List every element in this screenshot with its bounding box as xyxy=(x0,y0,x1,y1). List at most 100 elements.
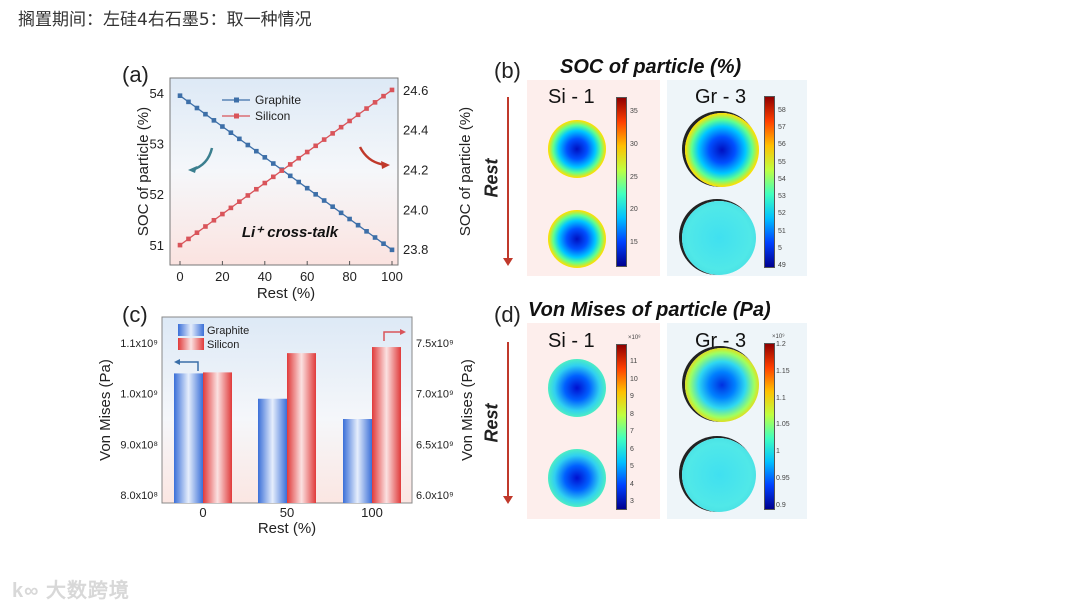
si-soc-colorbar-ticks: 35 30 25 20 15 xyxy=(630,108,638,246)
data-point xyxy=(304,149,310,155)
gr-stress-exponent: ×10⁹ xyxy=(772,334,785,340)
data-point xyxy=(254,148,259,154)
data-point xyxy=(220,124,225,129)
slide-heading: 搁置期间：左硅4右石墨5：取一种情况 xyxy=(18,10,312,30)
rest-label: Rest xyxy=(481,403,502,443)
bar-graphite xyxy=(258,398,287,503)
data-point xyxy=(177,93,183,98)
data-point xyxy=(270,161,276,166)
x-tick-label: 0 xyxy=(199,505,206,520)
tick: 15 xyxy=(630,239,638,246)
y2-tick-label: 7.5x10⁹ xyxy=(416,338,454,350)
data-point xyxy=(330,204,335,209)
gr-stress-particle-after xyxy=(682,438,756,512)
y-tick-label: 1.1x10⁹ xyxy=(120,338,158,350)
watermark-logo: k∞ 大数跨境 xyxy=(12,580,130,602)
x-axis-title: Rest (%) xyxy=(258,520,316,537)
x-tick-label: 0 xyxy=(176,269,183,284)
tick: 51 xyxy=(778,227,786,235)
gr-stress-colorbar xyxy=(764,343,775,510)
si-particle-after xyxy=(548,210,606,268)
data-point xyxy=(296,179,302,185)
data-point xyxy=(381,93,386,99)
data-point xyxy=(211,217,217,223)
tick: 0.9 xyxy=(776,501,786,509)
data-point xyxy=(296,155,302,161)
data-point xyxy=(194,230,200,235)
rest-arrow-icon xyxy=(503,342,513,504)
rest-arrow-icon xyxy=(503,97,513,266)
bar-silicon xyxy=(203,372,232,503)
data-point xyxy=(364,229,369,234)
data-point xyxy=(228,130,234,135)
tick: 54 xyxy=(778,175,786,183)
gr-label: Gr - 3 xyxy=(695,86,747,108)
tick: 1.2 xyxy=(776,341,786,348)
y-tick-label: 54 xyxy=(150,86,164,101)
y2-tick-label: 24.0 xyxy=(403,202,428,217)
data-point xyxy=(245,193,251,198)
legend-swatch xyxy=(178,324,204,336)
rest-label: Rest xyxy=(481,158,502,198)
data-point xyxy=(355,222,361,228)
y2-tick-label: 24.2 xyxy=(403,163,428,178)
soc-line-chart: 0 20 40 60 80 100 51 52 53 54 23.8 24.0 24.2 24.4 24.6… xyxy=(135,77,474,302)
data-point xyxy=(203,111,208,117)
x-axis-title: Rest (%) xyxy=(257,285,315,302)
von-mises-bar-chart: 8.0x10⁸ 9.0x10⁸ 1.0x10⁹ 1.1x10⁹ 6.0x10⁹ 6.5x1… xyxy=(97,316,476,537)
bar-silicon xyxy=(372,347,401,503)
tick: 5 xyxy=(630,463,634,470)
y-tick-label: 52 xyxy=(150,187,164,202)
tick: 20 xyxy=(630,206,638,214)
tick: 1.1 xyxy=(776,394,786,402)
data-point xyxy=(338,124,344,130)
si-particle-before xyxy=(548,120,606,178)
y2-tick-label: 7.0x10⁹ xyxy=(416,389,454,401)
gr-soc-colorbar xyxy=(764,96,775,268)
bar-graphite xyxy=(174,373,203,503)
data-point xyxy=(355,112,361,118)
arrowhead xyxy=(174,359,180,365)
data-point xyxy=(372,235,378,240)
data-point xyxy=(381,241,386,246)
x-tick-label: 40 xyxy=(258,269,272,284)
arrowhead xyxy=(381,161,390,169)
tick: 55 xyxy=(778,158,786,166)
tick: 1.15 xyxy=(776,367,790,375)
x-tick-label: 100 xyxy=(381,269,403,284)
data-point xyxy=(304,185,310,191)
panel-b-label: (b) xyxy=(494,58,521,83)
arrowhead xyxy=(400,329,406,335)
legend-label: Graphite xyxy=(207,325,249,337)
data-point xyxy=(220,211,225,217)
data-point xyxy=(203,224,208,229)
si-stress-colorbar xyxy=(616,344,627,510)
data-point xyxy=(287,173,293,179)
tick: 30 xyxy=(630,140,638,148)
data-point xyxy=(237,199,242,204)
tick: 1.05 xyxy=(776,421,790,429)
data-point xyxy=(262,155,268,160)
si-label: Si - 1 xyxy=(548,86,595,108)
y-tick-label: 53 xyxy=(150,137,164,152)
data-point xyxy=(389,87,395,93)
data-point xyxy=(211,118,217,123)
y-tick-label: 9.0x10⁸ xyxy=(120,439,158,451)
y-tick-label: 1.0x10⁹ xyxy=(120,389,158,401)
y2-tick-label: 24.4 xyxy=(403,123,428,138)
tick: 52 xyxy=(778,210,786,218)
data-point xyxy=(194,105,200,111)
tick: 1 xyxy=(776,448,780,456)
tick: 58 xyxy=(778,107,786,114)
tick: 4 xyxy=(630,480,634,488)
tick: 0.95 xyxy=(776,475,790,483)
y2-tick-label: 6.0x10⁹ xyxy=(416,490,454,502)
x-tick-label: 20 xyxy=(215,269,229,284)
data-point xyxy=(270,174,276,180)
tick: 5 xyxy=(778,244,782,252)
gr-stress-colorbar-ticks: 1.2 1.15 1.1 1.05 1 0.95 0.9 xyxy=(776,341,790,509)
right-axis-arrow-icon xyxy=(383,331,402,341)
arrowhead xyxy=(188,166,197,173)
legend-marker xyxy=(234,113,239,119)
data-point xyxy=(338,210,344,216)
